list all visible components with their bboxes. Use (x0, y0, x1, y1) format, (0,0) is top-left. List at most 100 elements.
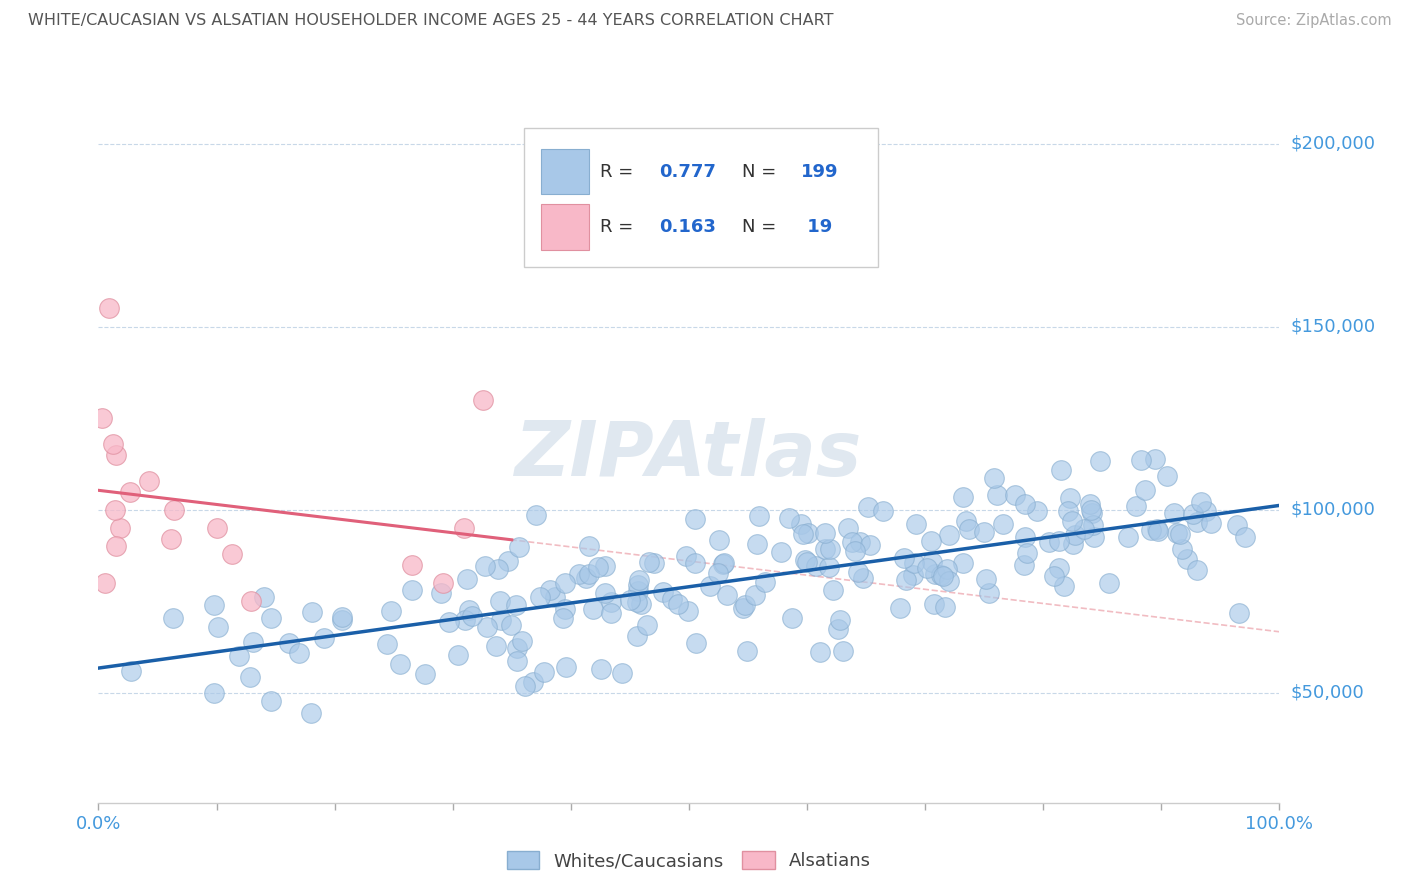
Point (754, 574, 776, 589)
Point (575, 571, 598, 585)
Point (1185, 515, 1208, 529)
Point (1047, 560, 1070, 574)
Point (533, 665, 555, 679)
Point (716, 588, 738, 602)
Point (1059, 491, 1081, 505)
Point (1012, 558, 1035, 572)
Point (841, 535, 863, 549)
Point (1083, 529, 1105, 543)
Point (1083, 518, 1105, 533)
Point (301, 605, 323, 619)
Point (260, 611, 283, 625)
Point (242, 634, 264, 648)
Point (610, 666, 633, 681)
Text: $200,000: $200,000 (1291, 135, 1375, 153)
Point (1156, 469, 1178, 483)
Point (952, 557, 974, 571)
Point (651, 585, 673, 599)
Point (506, 641, 529, 656)
Point (553, 611, 575, 625)
Point (1098, 576, 1121, 591)
Point (1195, 504, 1218, 518)
Point (380, 604, 402, 618)
Point (922, 597, 945, 611)
Point (501, 618, 523, 632)
Point (859, 538, 882, 552)
Point (330, 610, 353, 624)
Point (1060, 514, 1083, 528)
Point (1146, 522, 1168, 536)
Point (735, 644, 758, 658)
Point (983, 470, 1005, 484)
Point (205, 521, 228, 535)
Point (929, 567, 952, 582)
Point (1049, 463, 1071, 477)
Point (630, 597, 652, 611)
Point (828, 613, 851, 627)
Point (253, 590, 276, 604)
Point (1062, 537, 1084, 551)
Point (496, 554, 519, 568)
Point (675, 549, 697, 563)
Point (856, 500, 879, 514)
Point (626, 629, 648, 643)
Point (938, 528, 960, 542)
Point (160, 532, 183, 546)
Point (872, 504, 894, 518)
Point (555, 660, 578, 674)
Point (105, 540, 128, 554)
Text: R =: R = (600, 219, 640, 236)
Point (979, 586, 1001, 600)
Point (1015, 545, 1038, 559)
Point (1116, 530, 1139, 544)
Text: 199: 199 (801, 162, 838, 181)
Point (904, 516, 927, 531)
Point (821, 582, 844, 597)
Point (593, 558, 616, 573)
Point (568, 566, 591, 581)
Point (924, 566, 946, 581)
Point (920, 534, 942, 549)
Text: ZIPAtlas: ZIPAtlas (515, 418, 863, 491)
Point (903, 567, 925, 582)
Point (778, 510, 800, 524)
Text: $150,000: $150,000 (1291, 318, 1375, 335)
Point (685, 636, 707, 650)
Point (748, 508, 770, 523)
Point (1088, 454, 1111, 468)
Point (454, 613, 477, 627)
Point (485, 639, 508, 653)
Point (1166, 526, 1188, 541)
Text: $100,000: $100,000 (1291, 500, 1375, 519)
Point (221, 547, 243, 561)
Point (1043, 569, 1066, 583)
Point (1189, 494, 1212, 508)
Point (637, 555, 659, 569)
Point (578, 567, 600, 582)
Point (1078, 497, 1101, 511)
Point (1181, 507, 1204, 521)
Point (974, 573, 997, 587)
Point (524, 508, 547, 523)
Point (794, 552, 817, 566)
Point (90, 411, 112, 425)
Point (544, 590, 567, 604)
Point (894, 573, 917, 587)
Point (814, 542, 837, 557)
Point (938, 574, 960, 589)
FancyBboxPatch shape (541, 149, 589, 194)
Point (202, 599, 225, 613)
Text: R =: R = (600, 162, 640, 181)
Text: N =: N = (742, 219, 782, 236)
Point (796, 525, 818, 540)
Point (991, 516, 1014, 531)
Point (1168, 526, 1191, 541)
Point (554, 602, 576, 616)
Point (820, 542, 842, 557)
Point (814, 525, 837, 540)
Point (505, 654, 527, 668)
Point (163, 503, 186, 517)
Point (1080, 503, 1102, 517)
Point (1038, 535, 1060, 549)
Text: 0.163: 0.163 (659, 219, 716, 236)
